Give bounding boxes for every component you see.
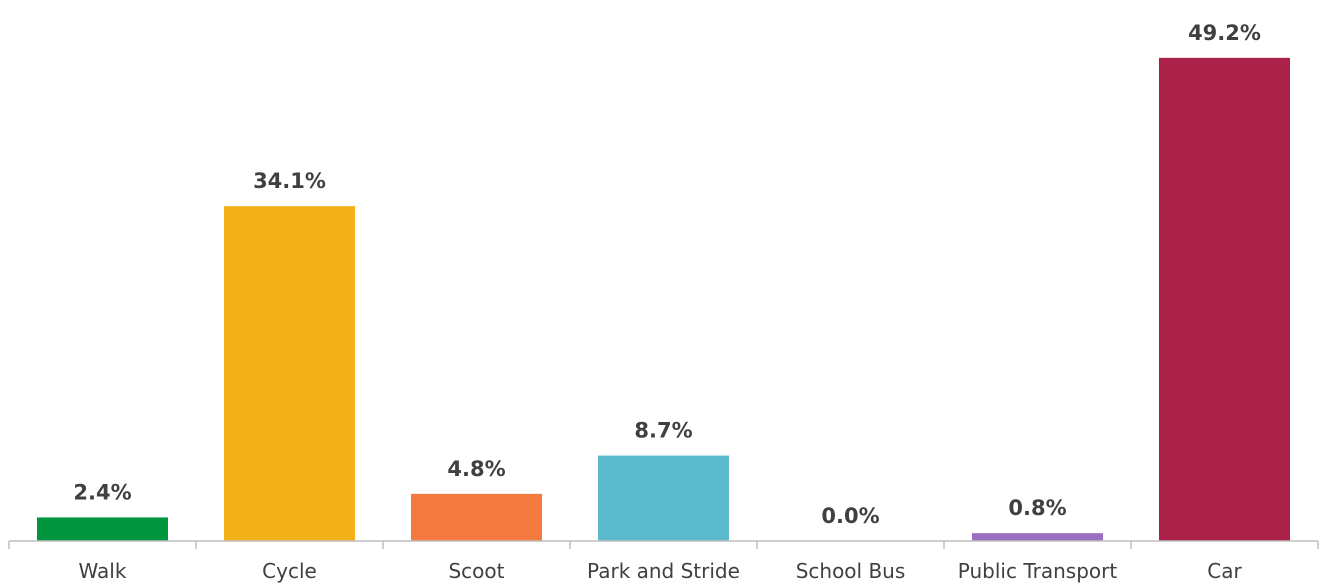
x-tick-label-cycle: Cycle xyxy=(262,559,317,583)
data-label-park-and-stride: 8.7% xyxy=(634,419,692,443)
bar-park-and-stride xyxy=(598,455,729,541)
data-label-walk: 2.4% xyxy=(73,480,131,504)
x-tick-label-car: Car xyxy=(1207,559,1242,583)
data-label-car: 49.2% xyxy=(1188,21,1261,45)
bar-scoot xyxy=(411,493,542,541)
x-axis xyxy=(8,540,1319,549)
x-tick-label-public-transport: Public Transport xyxy=(958,559,1118,583)
bar-public-transport xyxy=(972,533,1103,541)
data-labels-layer: 2.4% 34.1% 4.8% 8.7% 0.0% 0.8% 49.2% xyxy=(73,21,1261,528)
x-tick-labels-layer: Walk Cycle Scoot Park and Stride School Bus P… xyxy=(79,559,1243,583)
data-label-cycle: 34.1% xyxy=(253,169,326,193)
data-label-public-transport: 0.8% xyxy=(1008,496,1066,520)
bars-layer xyxy=(37,57,1290,542)
data-label-scoot: 4.8% xyxy=(447,457,505,481)
x-tick-label-school-bus: School Bus xyxy=(796,559,906,583)
x-tick-label-scoot: Scoot xyxy=(448,559,504,583)
bar-car xyxy=(1159,57,1290,542)
data-label-school-bus: 0.0% xyxy=(821,504,879,528)
x-tick-label-park-and-stride: Park and Stride xyxy=(587,559,740,583)
bar-cycle xyxy=(224,206,355,541)
x-tick-label-walk: Walk xyxy=(79,559,127,583)
bar-walk xyxy=(37,517,168,541)
